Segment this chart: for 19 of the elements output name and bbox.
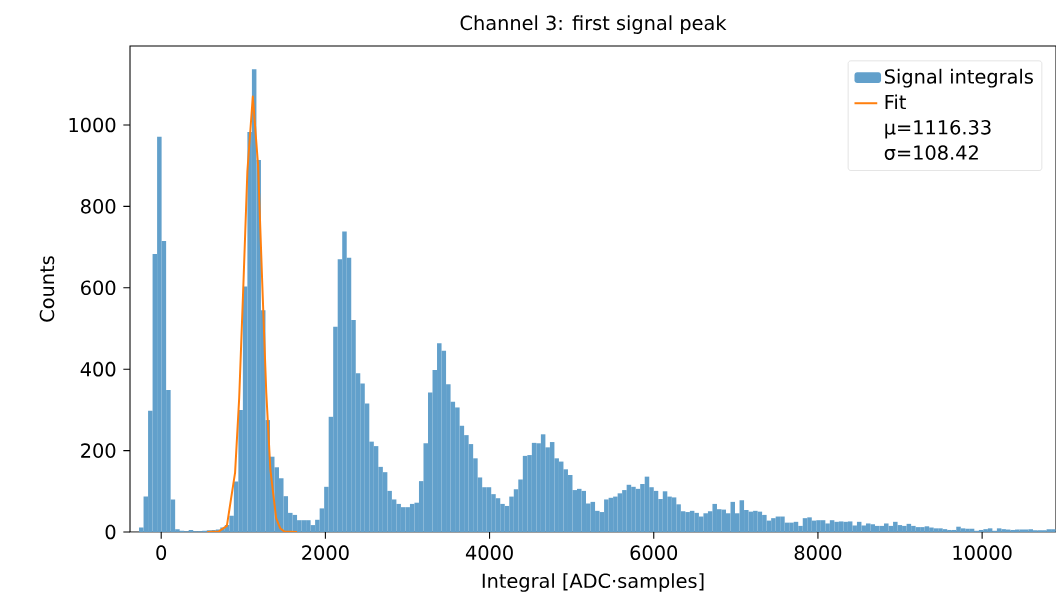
y-tick-label: 1000 xyxy=(69,117,116,133)
y-tick-label: 0 xyxy=(105,524,116,540)
chart-title: Channel 3: first signal peak xyxy=(460,15,727,34)
x-tick-label: 0 xyxy=(156,545,167,560)
annotation: σ=108.42 xyxy=(884,145,978,160)
x-tick-label: 2000 xyxy=(302,545,349,560)
legend-label: Signal integrals xyxy=(884,68,1033,88)
x-tick-label: 10000 xyxy=(953,545,1012,560)
x-tick-label: 6000 xyxy=(630,545,678,560)
legend-label: Fit xyxy=(885,94,906,110)
y-tick-label: 400 xyxy=(80,361,116,377)
y-tick-label: 800 xyxy=(81,199,116,214)
x-axis-title: Integral [ADC·samples] xyxy=(482,573,704,592)
y-tick-label: 200 xyxy=(81,443,116,458)
annotation: μ=1116.33 xyxy=(885,120,991,139)
x-tick-label: 8000 xyxy=(794,545,842,560)
x-tick-label: 4000 xyxy=(465,545,513,560)
y-axis-title: Counts xyxy=(39,256,55,322)
y-tick-label: 600 xyxy=(81,280,116,296)
